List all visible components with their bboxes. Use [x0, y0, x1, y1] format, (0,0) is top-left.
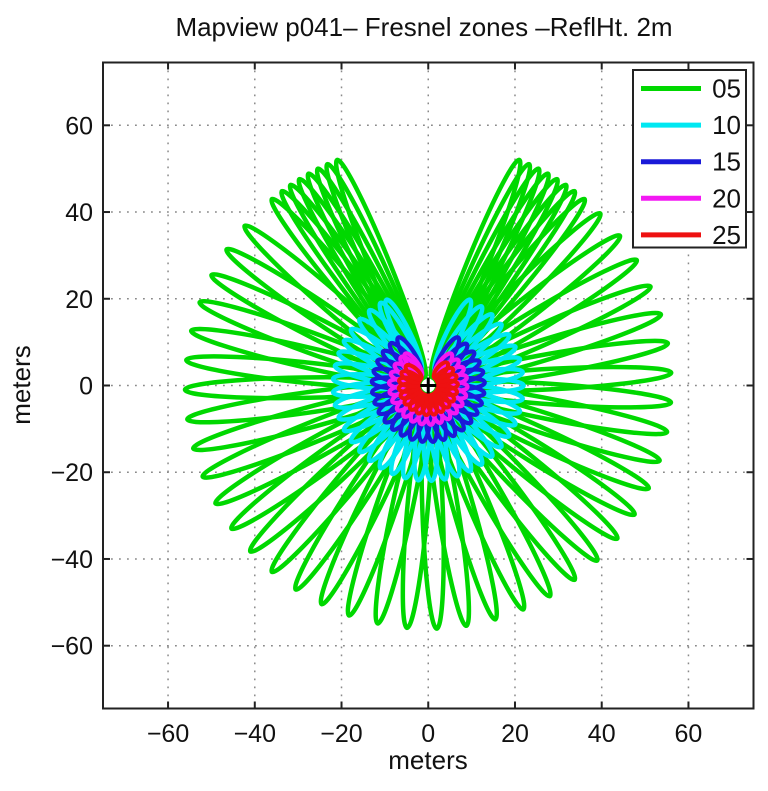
x-tick-label: 0: [421, 720, 435, 748]
x-axis-label: meters: [388, 745, 467, 775]
y-tick-label: 20: [65, 286, 93, 314]
x-tick-label: −40: [234, 720, 276, 748]
y-tick-label: −20: [51, 459, 93, 487]
y-tick-label: −60: [51, 633, 93, 661]
x-tick-label: −20: [320, 720, 362, 748]
y-tick-label: −40: [51, 546, 93, 574]
x-tick-label: 60: [675, 720, 703, 748]
legend-item-10: 10: [641, 110, 741, 140]
legend-item-20: 20: [641, 183, 741, 213]
x-tick-label: −60: [147, 720, 189, 748]
legend-item-15: 15: [641, 147, 741, 177]
y-tick-label: 60: [65, 112, 93, 140]
x-tick-label: 20: [501, 720, 529, 748]
fresnel-ellipse: [403, 362, 424, 382]
legend-label-20: 20: [712, 183, 741, 213]
y-axis-label: meters: [6, 345, 36, 424]
legend-box: [632, 69, 747, 249]
x-tick-labels: −60 −40 −20 0 20 40 60: [147, 720, 703, 748]
y-tick-label: 0: [79, 373, 93, 401]
legend-item-25: 25: [641, 220, 741, 250]
y-tick-label: 40: [65, 199, 93, 227]
fresnel-zones-layer: [182, 157, 674, 631]
legend-label-25: 25: [712, 220, 741, 250]
legend: 05 10 15 20 25: [632, 69, 747, 250]
y-tick-labels: −60 −40 −20 0 20 40 60: [51, 112, 93, 660]
legend-label-10: 10: [712, 110, 741, 140]
fresnel-series-25: [396, 360, 460, 418]
fresnel-ellipse: [333, 157, 429, 380]
origin-marker: [420, 377, 437, 394]
legend-label-05: 05: [712, 74, 741, 104]
antenna-plus-marker: [420, 377, 437, 394]
tick-marks-layer: [103, 62, 754, 709]
legend-item-05: 05: [641, 74, 741, 104]
x-tick-label: 40: [588, 720, 616, 748]
plot-title: Mapview p041– Fresnel zones –ReflHt. 2m: [175, 12, 672, 42]
legend-label-15: 15: [712, 147, 741, 177]
